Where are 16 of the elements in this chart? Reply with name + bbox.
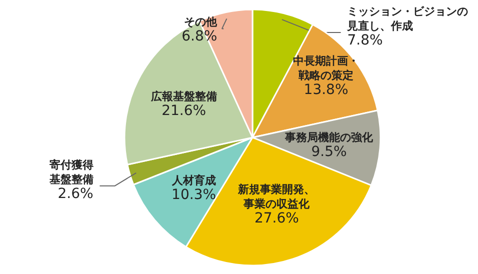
data-label: 13.8% [304, 82, 348, 98]
data-label: 21.6% [162, 103, 206, 120]
data-label: 7.8% [347, 32, 383, 49]
slice-label: ミッション・ビジョンの見直し、作成 [346, 5, 468, 33]
slice-label: 寄付獲得基盤整備 [48, 158, 94, 186]
data-label: 6.8% [182, 28, 218, 45]
slice-label: 事務局機能の強化 [284, 131, 374, 144]
slice-label: 新規事業開発、事業の収益化 [237, 183, 316, 210]
data-label: 27.6% [254, 210, 299, 226]
slice-label: その他 [184, 16, 218, 29]
slice-label: 広報基盤整備 [150, 90, 217, 104]
data-label: 10.3% [172, 187, 216, 204]
data-label: 2.6% [58, 186, 94, 202]
slice-label: 人材育成 [170, 174, 216, 188]
data-label: 9.5% [311, 144, 347, 160]
slice-label: 中長期計画・戦略の策定 [293, 54, 360, 82]
